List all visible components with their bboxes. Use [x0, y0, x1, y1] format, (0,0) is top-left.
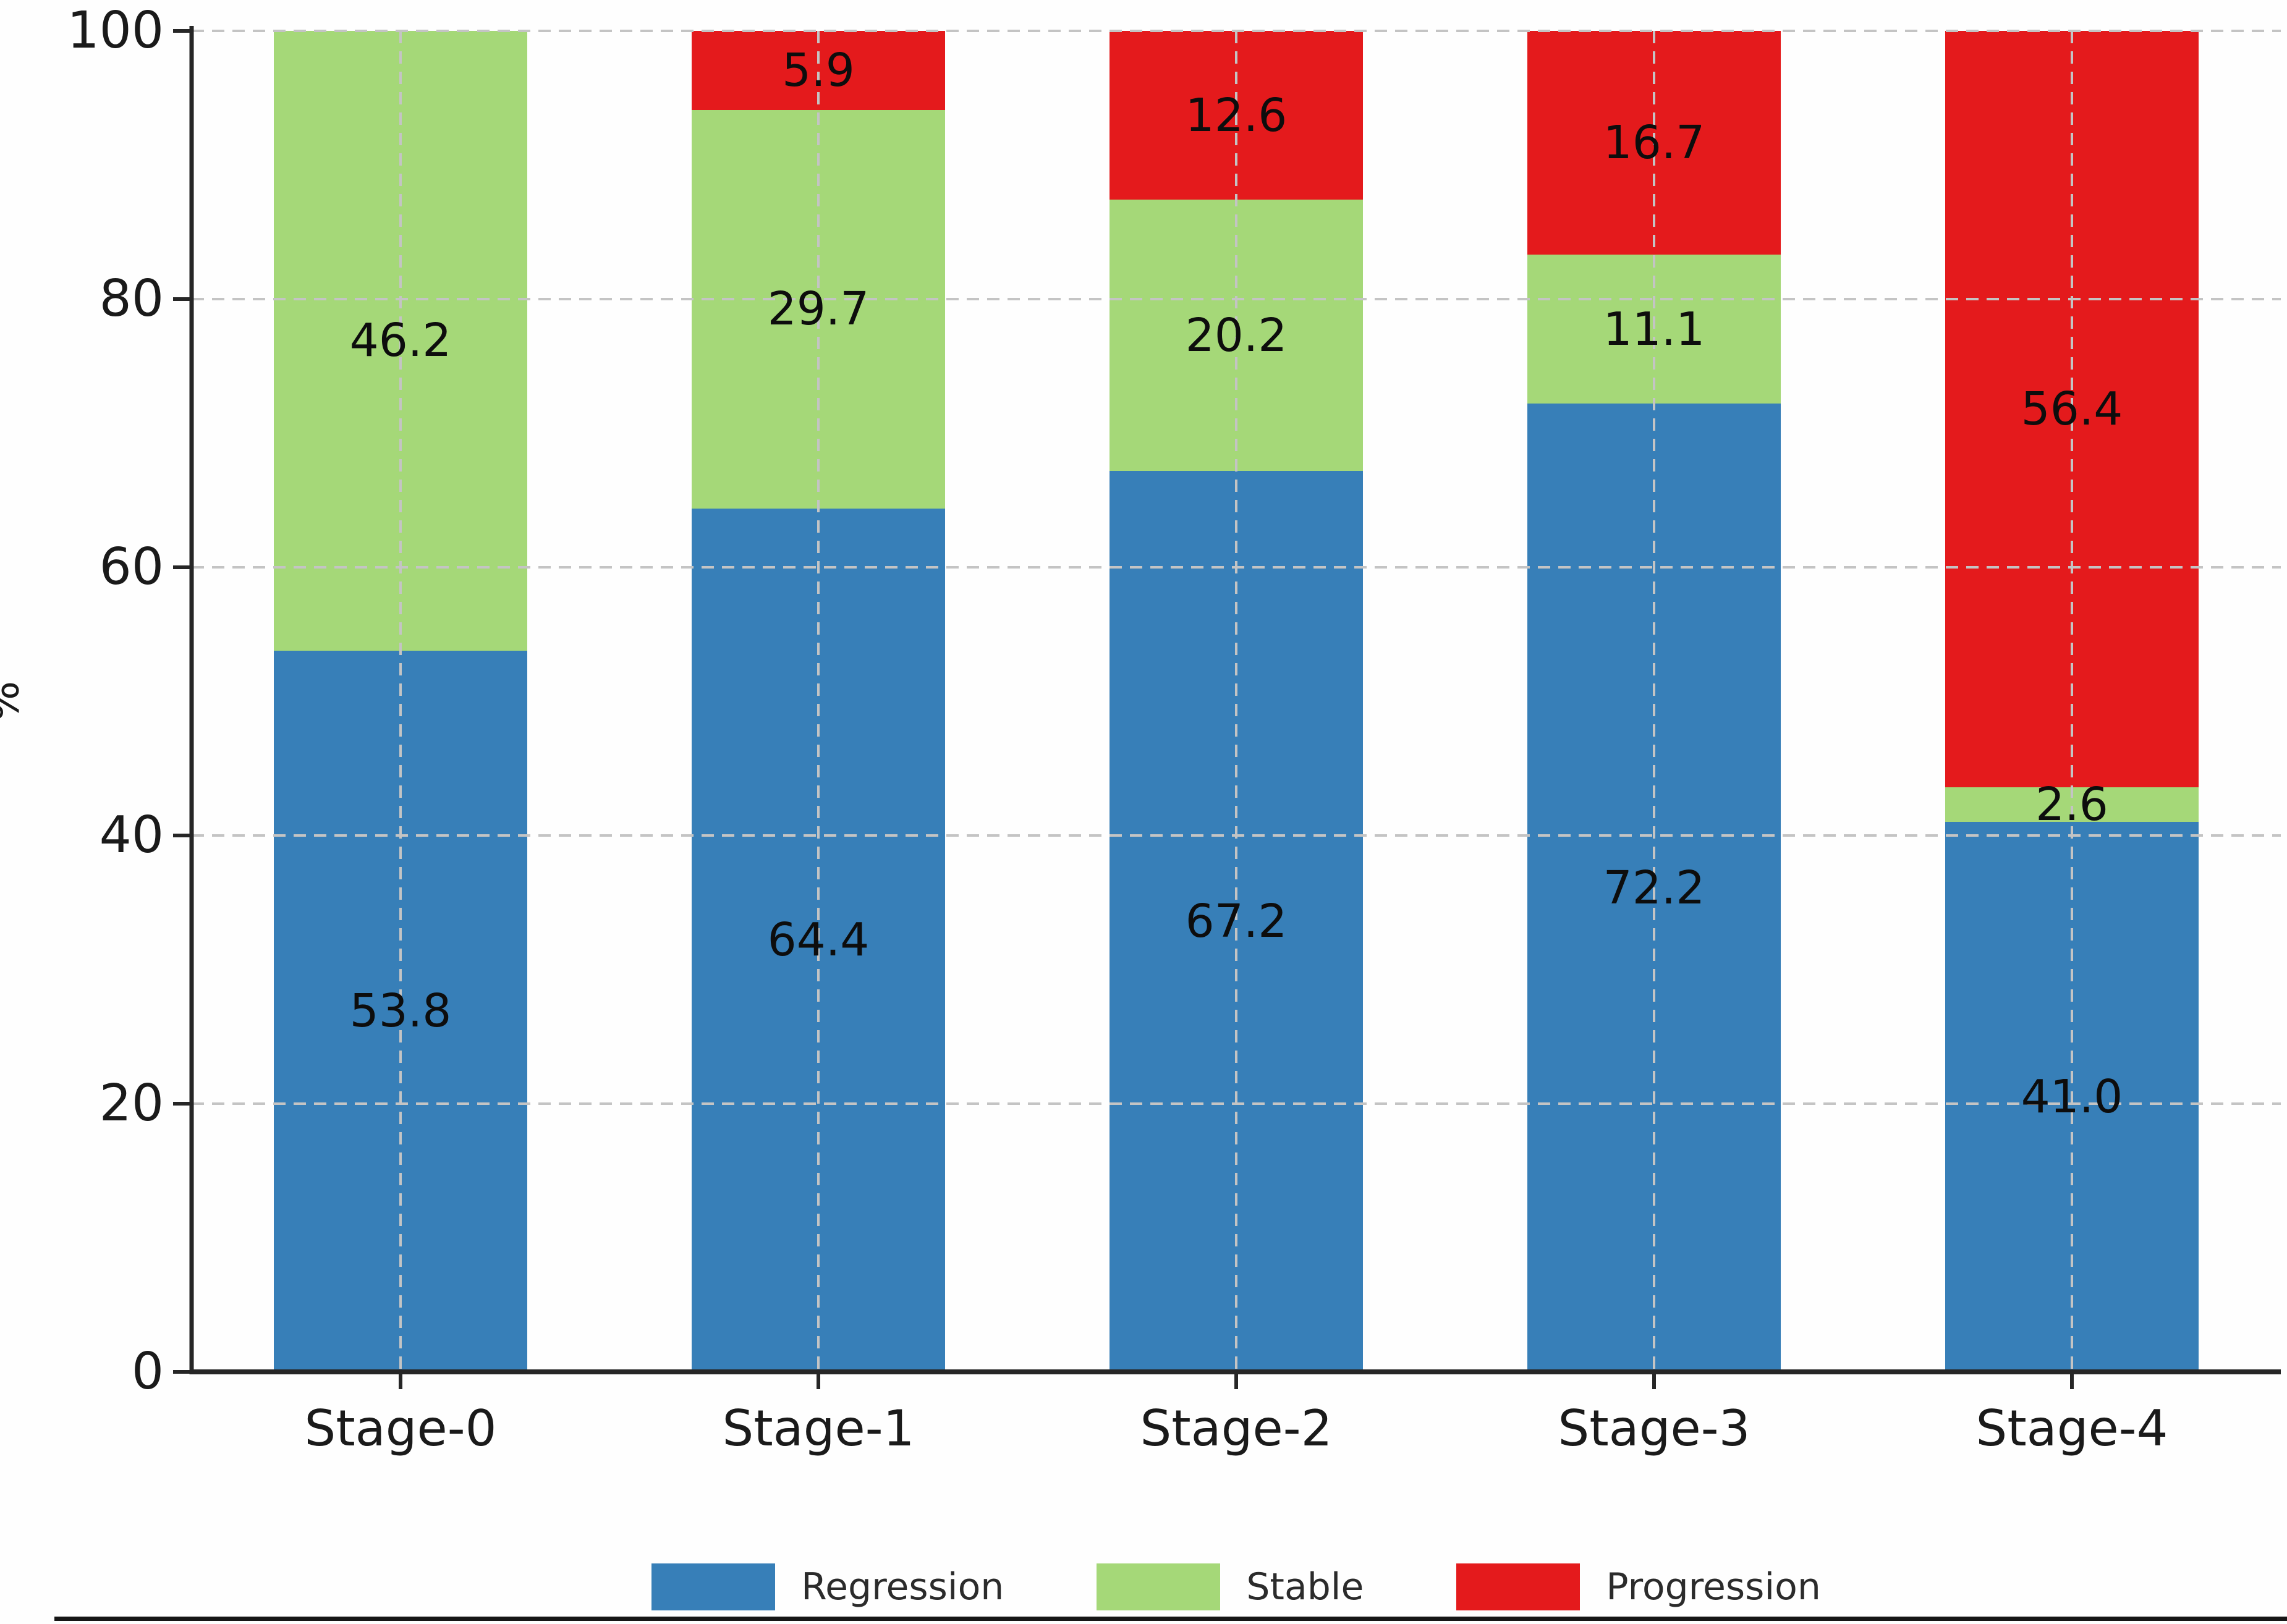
value-label-stable-stage-1: 29.7 [767, 282, 870, 336]
value-label-stable-stage-2: 20.2 [1185, 308, 1288, 362]
y-tick-label-60: 60 [99, 538, 164, 596]
value-label-stable-stage-4: 2.6 [2035, 778, 2108, 832]
value-label-regression-stage-1: 64.4 [767, 913, 870, 967]
x-tick-label-stage-3: Stage-3 [1558, 1400, 1750, 1457]
legend: Regression Stable Progression [192, 1556, 2281, 1618]
legend-swatch-stable [1097, 1563, 1221, 1610]
y-tick-label-80: 80 [99, 269, 164, 328]
legend-label-regression: Regression [801, 1565, 1004, 1609]
value-label-regression-stage-0: 53.8 [349, 984, 452, 1038]
legend-item-regression: Regression [651, 1563, 1004, 1610]
value-label-stable-stage-0: 46.2 [349, 314, 452, 368]
legend-label-progression: Progression [1606, 1565, 1821, 1609]
x-tick-label-stage-2: Stage-2 [1140, 1400, 1333, 1457]
value-label-regression-stage-4: 41.0 [2021, 1070, 2123, 1124]
y-tick-label-40: 40 [99, 806, 164, 865]
bottom-crop-line [54, 1617, 2287, 1621]
legend-swatch-regression [651, 1563, 776, 1610]
value-label-stable-stage-3: 11.1 [1603, 302, 1705, 356]
value-label-progression-stage-1: 5.9 [782, 44, 855, 97]
legend-item-stable: Stable [1097, 1563, 1364, 1610]
x-tick-label-stage-4: Stage-4 [1975, 1400, 2168, 1457]
value-label-regression-stage-3: 72.2 [1603, 861, 1705, 915]
value-label-progression-stage-4: 56.4 [2021, 382, 2123, 436]
legend-swatch-progression [1456, 1563, 1581, 1610]
x-tick-label-stage-1: Stage-1 [722, 1400, 915, 1457]
y-tick-label-20: 20 [99, 1074, 164, 1133]
value-label-regression-stage-2: 67.2 [1185, 894, 1288, 948]
y-tick-label-0: 0 [131, 1342, 164, 1401]
legend-item-progression: Progression [1456, 1563, 1821, 1610]
value-label-progression-stage-2: 12.6 [1185, 88, 1288, 142]
y-tick-label-100: 100 [67, 1, 164, 60]
legend-label-stable: Stable [1246, 1565, 1364, 1609]
value-label-progression-stage-3: 16.7 [1603, 116, 1705, 170]
x-tick-label-stage-0: Stage-0 [304, 1400, 497, 1457]
